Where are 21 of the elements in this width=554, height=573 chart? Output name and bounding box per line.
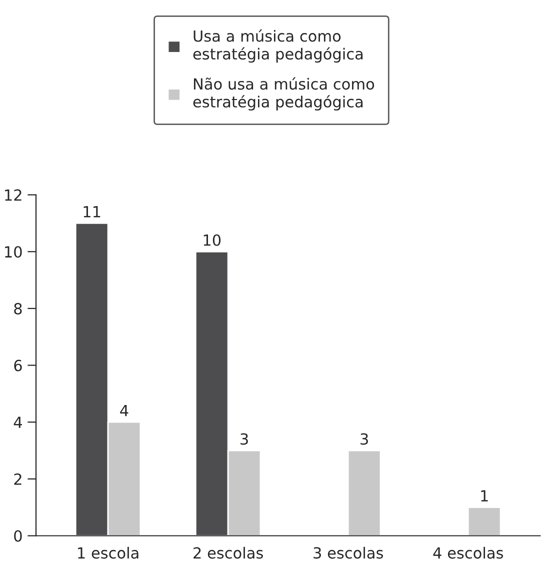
- data-label: 11: [84, 206, 100, 218]
- x-tick-label: 3 escolas: [314, 546, 383, 559]
- data-label: 4: [120, 405, 128, 416]
- data-label: 1: [481, 490, 488, 502]
- bar: [467, 506, 502, 536]
- data-label: 10: [204, 234, 221, 246]
- legend-label: Não usa a música como estratégia pedagógica: [193, 77, 374, 111]
- y-tick-label: 0: [14, 530, 22, 542]
- y-tick-label: 10: [5, 246, 22, 258]
- x-tick-label: 1 escola: [78, 546, 138, 559]
- y-tick-label: 6: [14, 360, 22, 372]
- y-tick-label: 12: [5, 189, 22, 201]
- data-label: 3: [240, 433, 248, 445]
- y-tick-label: 4: [14, 416, 22, 428]
- legend-label: Usa a música como estratégia pedagógica: [193, 29, 363, 63]
- x-tick-label: 4 escolas: [433, 546, 504, 559]
- y-tick-label: 2: [14, 473, 22, 485]
- data-label: 3: [360, 433, 368, 445]
- x-tick-label: 2 escolas: [194, 546, 263, 559]
- y-tick-label: 8: [14, 302, 22, 314]
- bar: [347, 450, 382, 536]
